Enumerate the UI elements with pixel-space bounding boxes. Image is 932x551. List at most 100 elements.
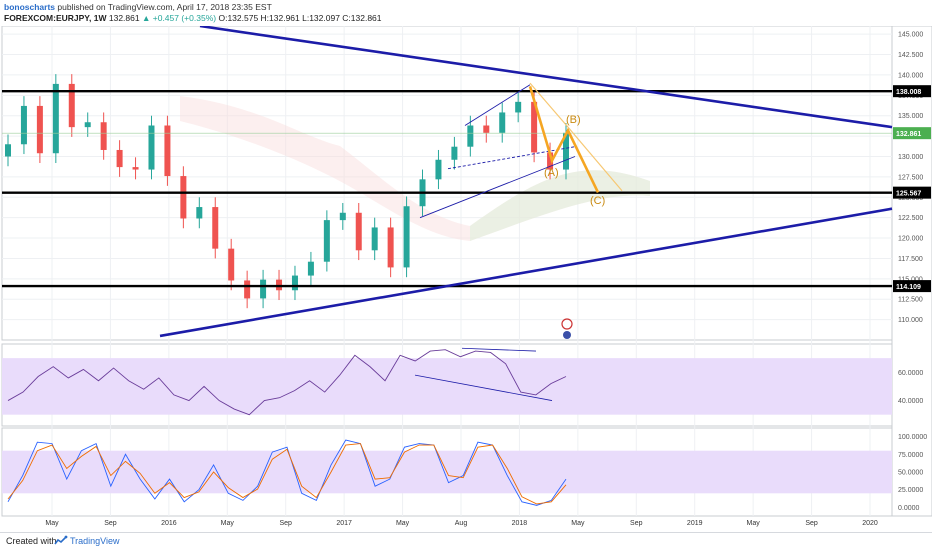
y-tick-label: 112.500: [898, 297, 923, 304]
event-marker-icon: [563, 331, 571, 339]
candle-body: [132, 167, 139, 170]
candle-body: [483, 125, 490, 133]
symbol-line: FOREXCOM:EURJPY, 1W 132.861 ▲ +0.457 (+0…: [4, 13, 382, 23]
candle-body: [68, 83, 75, 128]
candle-body: [547, 152, 554, 170]
x-tick-label: 2020: [862, 520, 878, 527]
candle-body: [52, 83, 59, 154]
rsi-band: [2, 358, 892, 415]
candle-body: [260, 279, 267, 299]
upper-trendline: [199, 26, 893, 129]
candle-body: [451, 146, 458, 160]
rsi-tick-label: 40.0000: [898, 398, 923, 405]
cloud-area-bull: [470, 170, 650, 241]
stoch-tick-label: 50.0000: [898, 470, 923, 477]
candle-body: [116, 149, 123, 168]
level-tag: [893, 85, 931, 98]
chart-canvas[interactable]: May Sep 2016 May Sep 2017 May Aug 2018 May Sep 2019…: [0, 26, 932, 532]
level-label: 114.109: [896, 284, 921, 291]
lower-trendline: [159, 207, 893, 338]
x-tick-label: 2016: [161, 520, 177, 527]
x-tick-label: 2018: [512, 520, 528, 527]
y-tick-label: 122.500: [898, 215, 923, 222]
abc-projection-path: [529, 82, 623, 192]
y-tick-label: 120.000: [898, 236, 923, 243]
candle-body: [403, 206, 410, 268]
candle-body: [164, 125, 171, 177]
tradingview-brand[interactable]: TradingView: [70, 536, 120, 546]
level-label: 138.008: [896, 89, 921, 96]
footer: Created with TradingView: [0, 532, 932, 551]
x-tick-label: May: [396, 520, 410, 527]
x-tick-label: Sep: [279, 520, 292, 527]
level-label: 125.567: [896, 191, 921, 198]
symbol-name: FOREXCOM:EURJPY, 1W: [4, 13, 107, 23]
candle-body: [387, 227, 394, 268]
last-price-label: 132.861: [896, 131, 921, 138]
x-tick-label: Sep: [630, 520, 643, 527]
wave-label-b: (B): [566, 114, 581, 126]
y-tick-label: 117.500: [898, 256, 923, 263]
candle-body: [5, 144, 11, 157]
wave-label-c: (C): [590, 195, 605, 207]
stoch-d-line: [7, 443, 567, 505]
y-tick-label: 130.000: [898, 154, 923, 161]
stoch-tick-label: 100.0000: [898, 434, 927, 441]
created-with-text: Created with: [6, 536, 57, 546]
y-tick-label: 127.500: [898, 174, 923, 181]
author-link[interactable]: bonoscharts: [4, 2, 56, 12]
x-tick-label: May: [221, 520, 235, 527]
rsi-tick-label: 60.0000: [898, 370, 923, 377]
candle-body: [148, 125, 155, 170]
candle-body: [515, 101, 522, 113]
channel-line: [419, 156, 576, 219]
wave-label-a: (A): [544, 167, 559, 179]
candle-body: [531, 101, 538, 153]
x-tick-label: Sep: [805, 520, 818, 527]
last-price-text: 132.861: [108, 13, 140, 23]
rsi-line: [7, 349, 567, 416]
x-tick-label: May: [571, 520, 585, 527]
y-tick-label: 145.000: [898, 32, 923, 39]
candle-body: [180, 176, 187, 219]
candle-body: [291, 275, 298, 291]
y-tick-label: 115.000: [898, 276, 923, 283]
x-tick-label: Aug: [455, 520, 468, 527]
stoch-tick-label: 0.0000: [898, 505, 920, 512]
candle-body: [100, 122, 107, 150]
stoch-tick-label: 25.0000: [898, 487, 923, 494]
y-tick-label: 135.000: [898, 113, 923, 120]
change-text: ▲ +0.457 (+0.35%): [141, 13, 217, 23]
candle-body: [499, 112, 506, 133]
x-tick-label: May: [45, 520, 59, 527]
x-tick-label: 2019: [687, 520, 703, 527]
chart-header: bonoscharts published on TradingView.com…: [0, 0, 932, 26]
x-tick-label: May: [747, 520, 761, 527]
candle-body: [244, 280, 251, 299]
level-tag: [893, 186, 931, 199]
tradingview-logo-icon: [54, 535, 68, 545]
y-tick-label: 142.500: [898, 52, 923, 59]
price-axis-panel: [891, 26, 932, 517]
candle-body: [323, 220, 330, 262]
candle-body: [355, 212, 362, 251]
publish-info: published on TradingView.com, April 17, …: [57, 2, 272, 12]
rsi-divergence-line: [414, 374, 553, 401]
candle-body: [212, 207, 219, 249]
stoch-tick-label: 75.0000: [898, 452, 923, 459]
candle-body: [563, 132, 569, 170]
candle-body: [467, 125, 474, 147]
candle-body: [84, 122, 91, 128]
candle-body: [196, 207, 203, 219]
level-tag: [893, 280, 931, 293]
candle-body: [307, 261, 314, 276]
candle-body: [20, 105, 27, 145]
candle-body: [36, 105, 43, 154]
last-price-tag: [893, 127, 931, 140]
x-tick-label: Sep: [104, 520, 117, 527]
y-tick-label: 110.000: [898, 317, 923, 324]
candle-body: [228, 248, 235, 281]
y-tick-label: 140.000: [898, 72, 923, 79]
x-tick-label: 2017: [336, 520, 352, 527]
candle-body: [339, 212, 346, 221]
